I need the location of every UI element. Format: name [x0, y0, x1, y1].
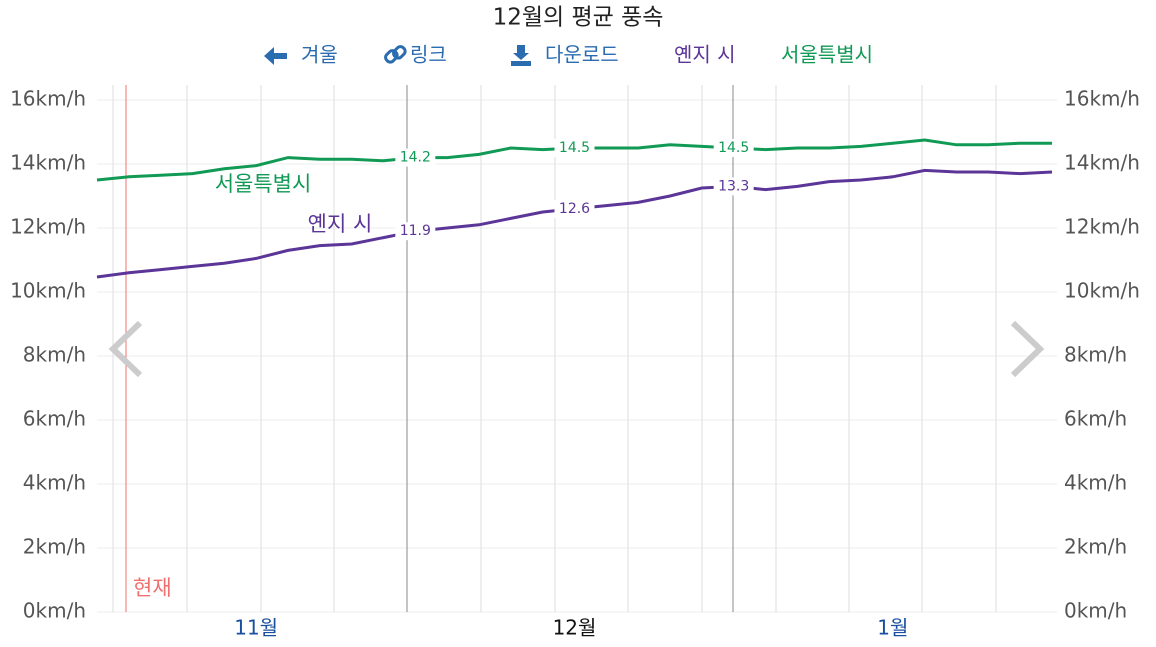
season-link[interactable]: 겨울	[301, 43, 338, 67]
data-label: 12.6	[559, 201, 590, 217]
y2-tick-label: 16km/h	[1064, 87, 1140, 111]
label-bg	[395, 148, 436, 167]
y-tick-label: 10km/h	[10, 279, 86, 303]
series-label: 서울특별시	[215, 172, 312, 196]
data-label: 11.9	[400, 223, 431, 239]
y2-tick-label: 2km/h	[1064, 535, 1127, 559]
back-icon[interactable]	[264, 47, 287, 65]
now-label: 현재	[133, 576, 172, 600]
download-icon[interactable]	[511, 45, 531, 66]
x-tick-label: 11월	[234, 616, 278, 640]
y2-tick-label: 12km/h	[1064, 215, 1140, 239]
x-tick-label: 12월	[553, 616, 597, 640]
data-label: 13.3	[718, 178, 749, 194]
link-icon[interactable]	[384, 45, 407, 64]
chart-title: 12월의 평균 풍속	[493, 5, 664, 31]
y2-tick-label: 10km/h	[1064, 279, 1140, 303]
label-bg	[713, 177, 754, 196]
y2-tick-label: 14km/h	[1064, 151, 1140, 175]
y2-tick-label: 6km/h	[1064, 407, 1127, 431]
y-tick-label: 2km/h	[23, 535, 86, 559]
y-tick-label: 4km/h	[23, 471, 86, 495]
y-tick-label: 6km/h	[23, 407, 86, 431]
link[interactable]: 링크	[410, 43, 447, 67]
x-tick-label: 1월	[877, 616, 908, 640]
download[interactable]: 다운로드	[545, 43, 619, 67]
label-bg	[713, 139, 754, 157]
label-bg	[554, 199, 595, 218]
y-tick-label: 12km/h	[10, 215, 86, 239]
legend-item[interactable]: 서울특별시	[781, 43, 873, 67]
vertical-grid	[112, 85, 997, 612]
y-tick-label: 14km/h	[10, 151, 86, 175]
legend-item[interactable]: 옌지 시	[674, 43, 736, 67]
data-label: 14.2	[400, 150, 431, 166]
y2-tick-label: 0km/h	[1064, 599, 1127, 623]
toolbar: 겨울 링크 다운로드 옌지 시 서울특별시	[264, 43, 873, 67]
y-tick-label: 0km/h	[23, 599, 86, 623]
y2-tick-label: 8km/h	[1064, 343, 1127, 367]
y-tick-label: 16km/h	[10, 87, 86, 111]
prev-arrow[interactable]	[108, 320, 143, 378]
series-label: 옌지 시	[308, 212, 373, 236]
next-arrow[interactable]	[1010, 320, 1045, 378]
y2-tick-label: 4km/h	[1064, 471, 1127, 495]
y-tick-label: 8km/h	[23, 343, 86, 367]
label-bg	[395, 222, 436, 241]
data-label: 14.5	[559, 140, 590, 156]
label-bg	[554, 139, 595, 157]
data-label: 14.5	[718, 140, 749, 156]
